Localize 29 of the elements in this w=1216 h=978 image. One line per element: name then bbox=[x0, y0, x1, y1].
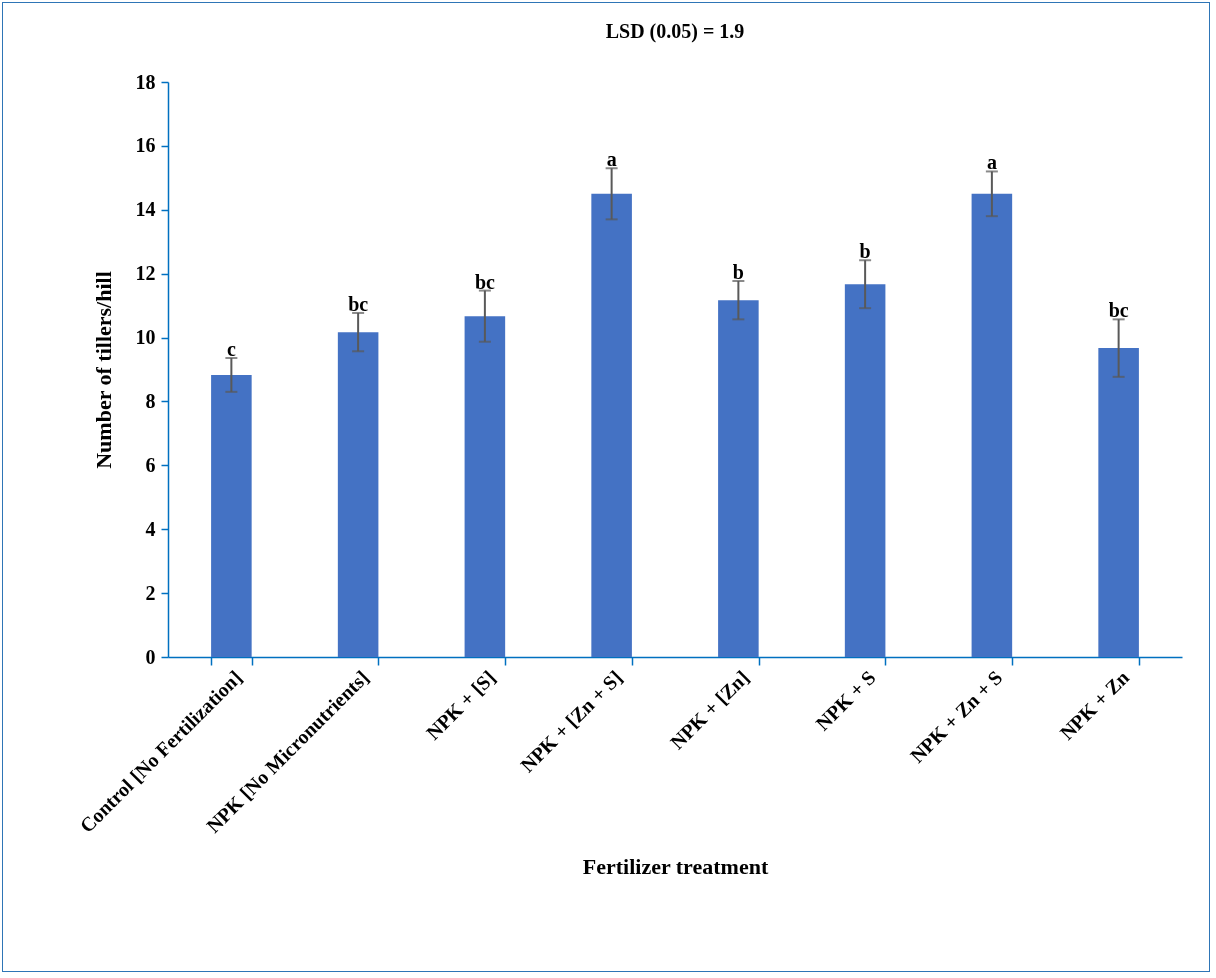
y-axis-title: Number of tillers/hill bbox=[90, 271, 116, 469]
y-tick-label: 18 bbox=[135, 70, 156, 93]
chart-title: LSD (0.05) = 1.9 bbox=[605, 20, 745, 43]
annotation: b bbox=[859, 240, 871, 263]
y-tick-label: 0 bbox=[145, 645, 156, 668]
bar bbox=[718, 300, 759, 657]
annotation: b bbox=[732, 261, 744, 284]
annotation: c bbox=[226, 338, 236, 360]
y-tick-label: 2 bbox=[145, 581, 156, 604]
y-tick-label: 6 bbox=[145, 453, 156, 476]
y-tick-label: 14 bbox=[135, 198, 156, 221]
y-tick-label: 8 bbox=[145, 389, 156, 412]
bar bbox=[337, 332, 379, 657]
y-tick-label: 10 bbox=[135, 326, 156, 349]
bar bbox=[211, 374, 252, 657]
annotation: a bbox=[986, 151, 997, 174]
bar bbox=[1098, 348, 1139, 657]
bar bbox=[844, 284, 886, 657]
x-axis-title: Fertilizer treatment bbox=[582, 853, 769, 879]
y-tick-label: 4 bbox=[145, 517, 156, 540]
y-tick-label: 12 bbox=[135, 262, 156, 285]
annotation: bc bbox=[1108, 299, 1129, 322]
bar bbox=[591, 193, 632, 657]
annotation: a bbox=[606, 148, 617, 171]
annotation: bc bbox=[348, 292, 369, 315]
bar bbox=[971, 193, 1013, 657]
annotation: bc bbox=[474, 270, 495, 293]
y-tick-label: 16 bbox=[135, 134, 156, 157]
bar bbox=[464, 316, 506, 657]
